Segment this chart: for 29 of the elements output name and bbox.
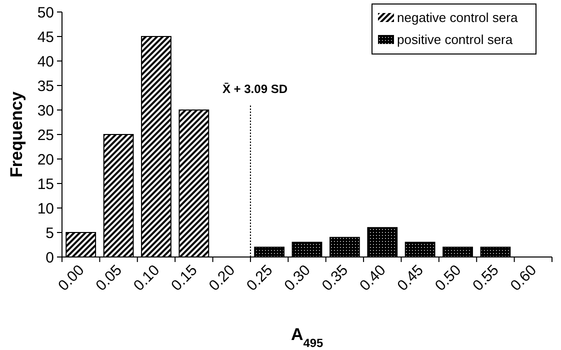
x-tick-label: 0.10 xyxy=(130,262,164,294)
y-tick-label: 5 xyxy=(46,224,54,242)
x-tick-label: 0.45 xyxy=(394,262,427,294)
y-tick-label: 25 xyxy=(37,126,54,144)
y-axis-title: Frequency xyxy=(7,90,26,178)
x-tick-label: 0.55 xyxy=(470,262,502,294)
x-tick-label: 0.30 xyxy=(281,262,314,294)
x-tick-label: 0.40 xyxy=(356,262,390,294)
y-tick-label: 10 xyxy=(37,200,54,218)
x-tick-label: 0.15 xyxy=(168,262,201,294)
legend-label: negative control sera xyxy=(397,10,518,25)
y-tick-label: 20 xyxy=(37,151,54,168)
x-tick-label: 0.50 xyxy=(432,262,465,294)
x-tick-label: 0.35 xyxy=(318,262,352,294)
x-tick-label: 0.20 xyxy=(206,262,238,294)
ref-line-label: X̄ + 3.09 SD xyxy=(222,82,288,96)
x-tick-label: 0.05 xyxy=(92,262,126,294)
y-tick-label: 40 xyxy=(37,53,54,70)
y-tick-label: 35 xyxy=(37,78,54,95)
x-tick-label: 0.60 xyxy=(507,262,540,294)
x-tick-label: 0.25 xyxy=(243,262,276,294)
y-tick-label: 45 xyxy=(37,28,54,46)
y-tick-label: 0 xyxy=(46,249,54,266)
y-tick-label: 15 xyxy=(37,176,54,193)
legend-label: positive control sera xyxy=(397,32,514,47)
y-tick-label: 30 xyxy=(37,102,54,120)
x-tick-label: 0.00 xyxy=(55,262,88,294)
y-tick-label: 50 xyxy=(37,4,54,22)
x-axis-title: A$_{495}$ xyxy=(290,325,324,350)
